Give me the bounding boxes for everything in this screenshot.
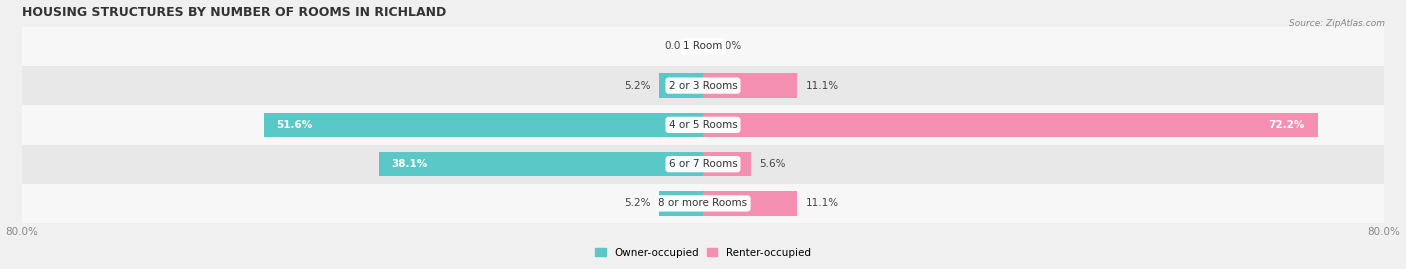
Bar [659,73,703,98]
Text: HOUSING STRUCTURES BY NUMBER OF ROOMS IN RICHLAND: HOUSING STRUCTURES BY NUMBER OF ROOMS IN… [22,6,446,19]
Bar [378,152,703,176]
Bar [22,66,1384,105]
Legend: Owner-occupied, Renter-occupied: Owner-occupied, Renter-occupied [592,245,814,261]
Text: 5.2%: 5.2% [624,81,650,91]
Text: Source: ZipAtlas.com: Source: ZipAtlas.com [1289,19,1385,28]
Bar [703,73,797,98]
Bar [264,113,703,137]
Text: 0.0%: 0.0% [716,41,742,51]
Text: 8 or more Rooms: 8 or more Rooms [658,199,748,208]
Bar [22,144,1384,184]
Text: 11.1%: 11.1% [806,199,839,208]
Bar [703,191,797,216]
Text: 72.2%: 72.2% [1268,120,1305,130]
Text: 5.2%: 5.2% [624,199,650,208]
Bar [659,191,703,216]
Bar [22,27,1384,66]
Bar [703,152,751,176]
Text: 0.0%: 0.0% [664,41,690,51]
Text: 6 or 7 Rooms: 6 or 7 Rooms [669,159,737,169]
Bar [703,113,1317,137]
Text: 5.6%: 5.6% [759,159,786,169]
Bar [22,184,1384,223]
Bar [22,105,1384,144]
Text: 38.1%: 38.1% [391,159,427,169]
Text: 51.6%: 51.6% [277,120,312,130]
Text: 4 or 5 Rooms: 4 or 5 Rooms [669,120,737,130]
Text: 1 Room: 1 Room [683,41,723,51]
Text: 2 or 3 Rooms: 2 or 3 Rooms [669,81,737,91]
Text: 11.1%: 11.1% [806,81,839,91]
